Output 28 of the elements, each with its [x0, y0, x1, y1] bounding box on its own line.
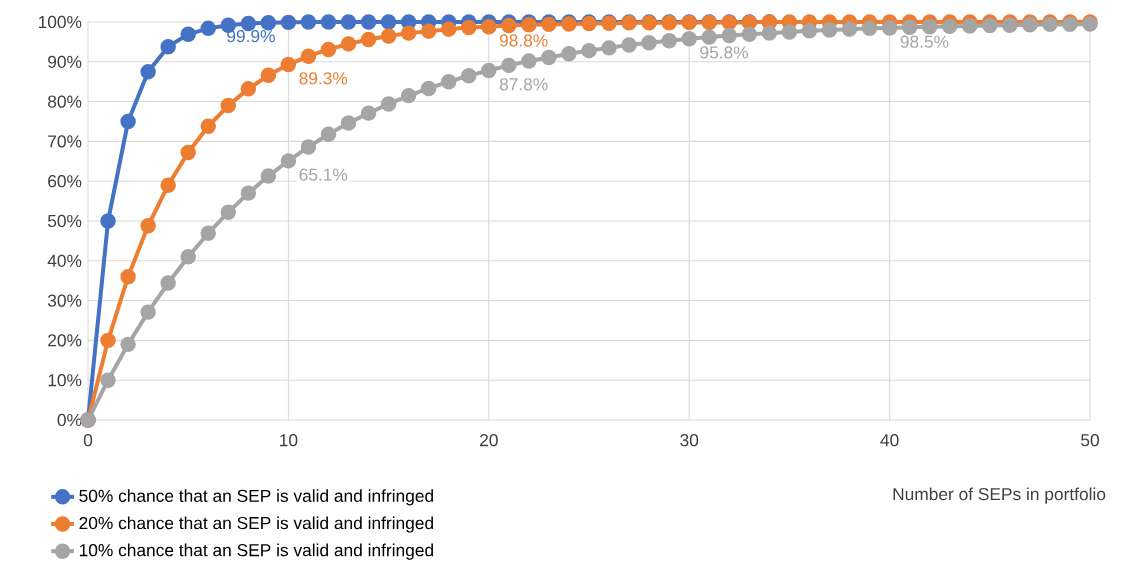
- legend-label: 50% chance that an SEP is valid and infringed: [79, 489, 433, 506]
- y-tick-label: 20%: [48, 334, 82, 347]
- x-tick-label: 50: [1081, 434, 1099, 447]
- annotation: 87.8%: [499, 78, 548, 91]
- annotation: 95.8%: [700, 46, 748, 59]
- annotation: 65.1%: [299, 168, 348, 181]
- y-tick-label: 60%: [48, 175, 82, 188]
- x-tick-label: 30: [680, 434, 699, 447]
- x-tick-label: 40: [880, 434, 899, 447]
- annotation: 98.5%: [900, 35, 949, 48]
- x-tick-label: 0: [83, 434, 93, 447]
- x-tick-label: 20: [480, 434, 498, 447]
- annotation: 98.8%: [499, 34, 548, 47]
- x-axis-title: Number of SEPs in portfolio: [893, 487, 1106, 504]
- annotation: 99.9%: [227, 29, 275, 43]
- x-tick-label: 10: [280, 434, 298, 447]
- annotation: 89.3%: [299, 72, 348, 85]
- y-tick-label: 50%: [47, 214, 82, 228]
- y-tick-label: 100%: [38, 15, 82, 29]
- y-tick-label: 0%: [57, 413, 82, 427]
- y-tick-label: 10%: [48, 374, 82, 387]
- y-tick-label: 80%: [48, 95, 82, 108]
- y-tick-label: 40%: [47, 254, 82, 267]
- legend-label: 10% chance that an SEP is valid and infringed: [79, 543, 433, 560]
- y-tick-label: 30%: [47, 294, 82, 307]
- legend-label: 20% chance that an SEP is valid and infringed: [79, 516, 433, 533]
- y-tick-label: 90%: [48, 55, 82, 68]
- y-tick-label: 70%: [48, 135, 82, 148]
